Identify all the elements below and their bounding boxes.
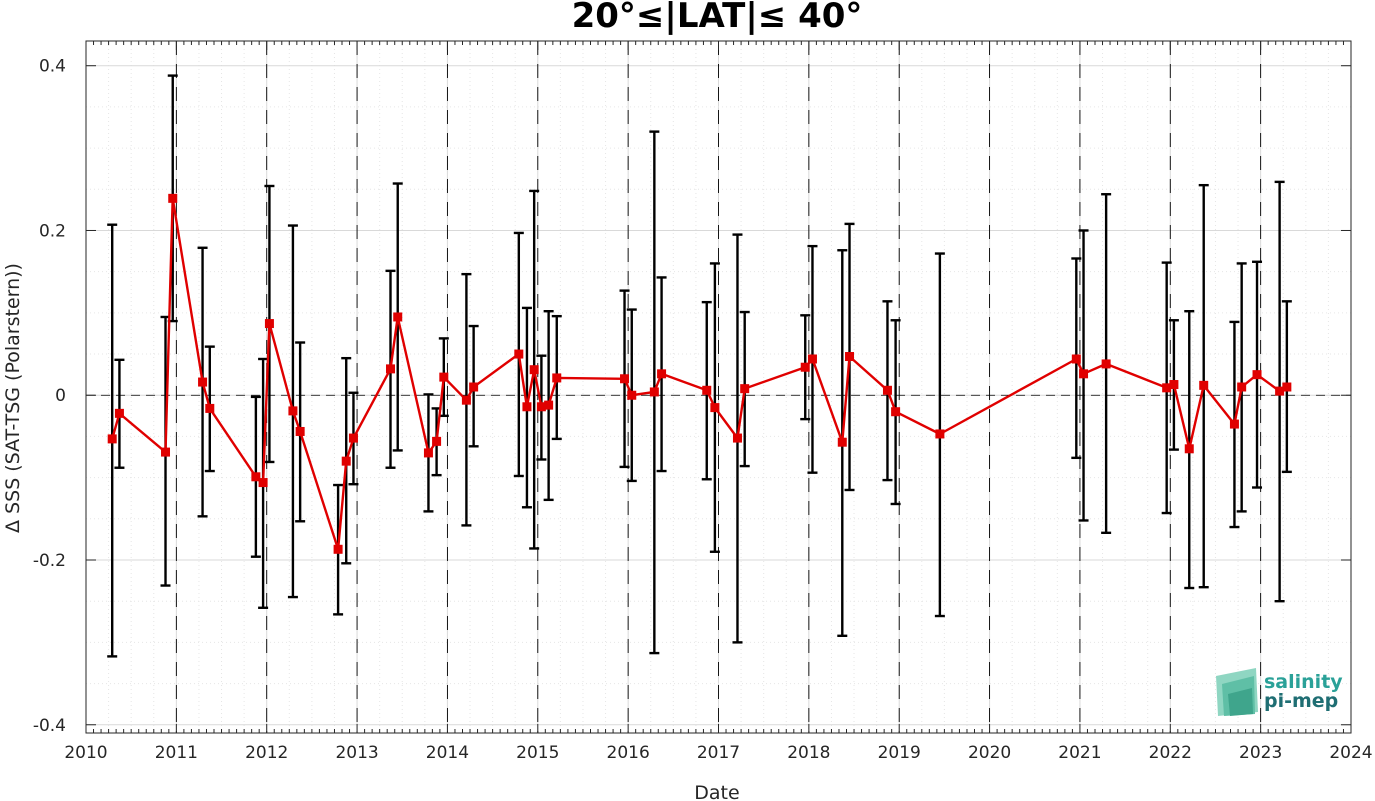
x-tick-label: 2013 xyxy=(335,743,378,763)
data-point-marker xyxy=(423,448,433,458)
data-point-marker xyxy=(386,364,396,374)
data-point-marker xyxy=(393,312,403,322)
data-point-marker xyxy=(161,447,171,457)
data-point-marker xyxy=(710,403,720,413)
data-point-marker xyxy=(432,436,442,446)
data-point-marker xyxy=(620,374,630,384)
logo-wave-icon xyxy=(1216,668,1258,716)
y-tick-label: 0 xyxy=(55,386,66,406)
x-axis-label: Date xyxy=(694,782,739,801)
y-tick-label: 0.2 xyxy=(39,221,66,241)
data-point-marker xyxy=(657,369,667,379)
data-point-marker xyxy=(514,349,524,359)
data-point-marker xyxy=(348,433,358,443)
x-tick-labels: 2010 2011 2012 2013 2014 2015 2016 2017 2018 2019… xyxy=(64,743,1372,763)
data-point-marker xyxy=(1229,419,1239,429)
x-tick-label: 2016 xyxy=(607,743,650,763)
data-point-marker xyxy=(1184,444,1194,454)
data-point-marker xyxy=(1071,354,1081,364)
x-tick-label: 2024 xyxy=(1329,743,1372,763)
x-tick-label: 2015 xyxy=(516,743,559,763)
salinity-pi-mep-logo: salinity pi-mep xyxy=(1216,668,1343,716)
x-tick-label: 2019 xyxy=(878,743,921,763)
data-point-marker xyxy=(333,544,343,554)
data-point-marker xyxy=(264,319,274,329)
data-point-marker xyxy=(107,434,117,444)
x-tick-label: 2012 xyxy=(245,743,288,763)
data-point-marker xyxy=(800,362,810,372)
data-point-marker xyxy=(529,365,539,375)
data-point-marker xyxy=(627,390,637,400)
data-point-marker xyxy=(341,456,351,466)
y-axis-label: Δ SSS (SAT-TSG (Polarstern)) xyxy=(2,263,24,533)
data-point-marker xyxy=(1252,370,1262,380)
x-tick-label: 2014 xyxy=(426,743,469,763)
data-point-marker xyxy=(807,354,817,364)
x-tick-label: 2023 xyxy=(1239,743,1282,763)
data-point-marker xyxy=(845,352,855,362)
data-point-marker xyxy=(288,406,298,416)
data-point-marker xyxy=(1079,369,1089,379)
x-tick-label: 2017 xyxy=(697,743,740,763)
y-tick-label: -0.4 xyxy=(33,716,66,736)
x-tick-label: 2020 xyxy=(968,743,1011,763)
logo-text-salinity: salinity xyxy=(1264,671,1343,693)
data-point-marker xyxy=(935,429,945,439)
chart-title: 20°≤|LAT|≤ 40° xyxy=(572,0,863,36)
y-tick-label: -0.2 xyxy=(33,551,66,571)
x-tick-label: 2022 xyxy=(1149,743,1192,763)
y-tick-label: 0.4 xyxy=(39,57,66,77)
series-polyline xyxy=(111,197,1288,551)
data-point-marker xyxy=(258,478,268,488)
x-tick-label: 2021 xyxy=(1058,743,1101,763)
logo-text-pi-mep: pi-mep xyxy=(1264,690,1338,712)
data-point-marker xyxy=(1237,382,1247,392)
series-line xyxy=(111,197,1288,551)
data-point-marker xyxy=(251,472,261,482)
axis-ticks xyxy=(85,41,1352,733)
data-point-marker xyxy=(740,384,750,394)
data-point-marker xyxy=(544,400,554,410)
data-point-marker xyxy=(295,426,305,436)
data-point-marker xyxy=(439,372,449,382)
data-point-marker xyxy=(882,385,892,395)
x-tick-label: 2011 xyxy=(155,743,198,763)
data-point-marker xyxy=(522,402,532,412)
data-point-marker xyxy=(1169,380,1179,390)
data-point-marker xyxy=(837,437,847,447)
data-point-marker xyxy=(469,382,479,392)
x-tick-label: 2010 xyxy=(64,743,107,763)
data-point-marker xyxy=(1101,359,1111,369)
data-point-marker xyxy=(891,407,901,417)
data-point-marker xyxy=(732,433,742,443)
data-point-marker xyxy=(702,385,712,395)
data-point-marker xyxy=(1199,380,1209,390)
y-tick-labels: 0.4 0.2 0 -0.2 -0.4 xyxy=(33,57,66,736)
x-tick-label: 2018 xyxy=(787,743,830,763)
data-point-marker xyxy=(205,403,215,413)
data-point-marker xyxy=(198,377,208,387)
data-point-marker xyxy=(1282,382,1292,392)
data-point-marker xyxy=(649,387,659,397)
data-point-marker xyxy=(552,373,562,383)
data-point-marker xyxy=(114,408,124,418)
data-point-marker xyxy=(168,193,178,203)
data-point-marker xyxy=(461,395,471,405)
series-markers xyxy=(107,193,1292,554)
